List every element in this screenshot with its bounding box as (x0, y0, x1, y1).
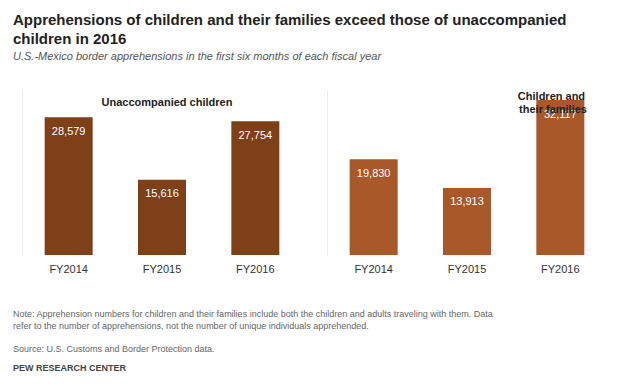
svg-text:PEW RESEARCH CENTER: PEW RESEARCH CENTER (13, 363, 127, 373)
svg-text:FY2016: FY2016 (236, 263, 275, 275)
svg-text:their families: their families (519, 103, 587, 115)
svg-text:13,913: 13,913 (450, 195, 484, 207)
svg-text:15,616: 15,616 (145, 187, 179, 199)
svg-text:Source: U.S. Customs and Borde: Source: U.S. Customs and Border Protecti… (13, 344, 215, 354)
svg-text:Note: Apprehension numbers for: Note: Apprehension numbers for children … (13, 309, 495, 319)
svg-text:Children and: Children and (518, 90, 588, 102)
svg-text:FY2014: FY2014 (49, 263, 88, 275)
svg-text:Unaccompanied children: Unaccompanied children (102, 96, 233, 108)
svg-text:FY2015: FY2015 (143, 263, 182, 275)
svg-text:refer to the number of apprehe: refer to the number of apprehensions, no… (13, 321, 369, 331)
svg-text:children in 2016: children in 2016 (13, 30, 126, 47)
svg-text:28,579: 28,579 (52, 125, 86, 137)
svg-text:U.S.-Mexico border apprehensio: U.S.-Mexico border apprehensions in the … (13, 50, 382, 62)
svg-text:FY2015: FY2015 (448, 263, 487, 275)
svg-text:Apprehensions of children and: Apprehensions of children and their fami… (13, 11, 571, 28)
svg-text:27,754: 27,754 (239, 129, 273, 141)
svg-text:FY2014: FY2014 (354, 263, 393, 275)
svg-text:19,830: 19,830 (357, 167, 391, 179)
svg-text:FY2016: FY2016 (541, 263, 580, 275)
